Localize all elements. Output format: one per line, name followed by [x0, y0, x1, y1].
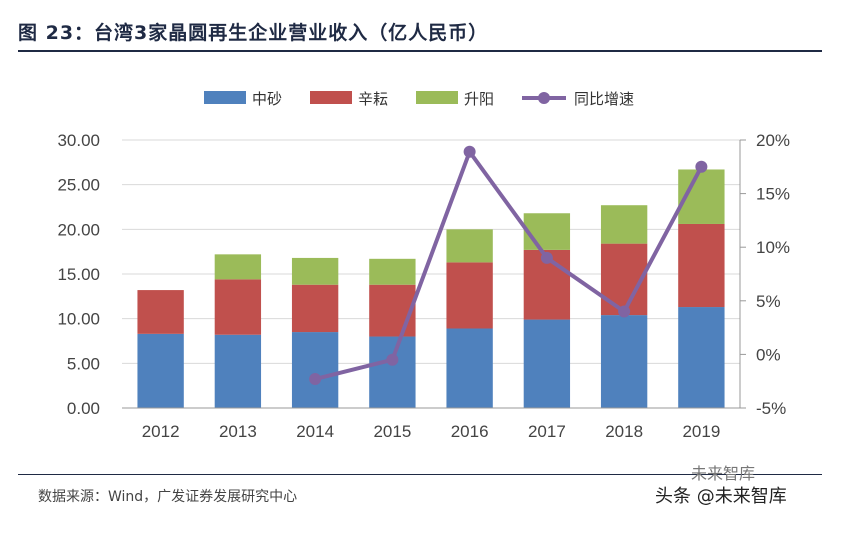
growth-point	[618, 305, 631, 318]
legend-label: 同比增速	[574, 90, 634, 108]
legend-swatch	[204, 91, 246, 104]
watermark: 头条 @未来智库	[655, 486, 787, 507]
bar-segment	[291, 284, 339, 333]
y-left-tick-label: 25.00	[57, 176, 100, 195]
bar-segment	[214, 254, 262, 280]
growth-point	[463, 145, 476, 158]
bar-segment	[678, 307, 725, 408]
bar-segment	[369, 258, 416, 285]
bar-segment	[291, 332, 339, 408]
growth-line	[314, 149, 704, 381]
bar-segment	[137, 290, 184, 334]
growth-point	[695, 160, 708, 173]
y-right-tick-label: 10%	[756, 238, 790, 257]
bar-segment	[137, 333, 184, 408]
x-tick-label: 2019	[682, 422, 720, 441]
bar-segment	[214, 334, 262, 408]
y-left-tick-label: 10.00	[57, 310, 100, 329]
bar-segment	[600, 315, 648, 408]
x-tick-label: 2014	[296, 422, 334, 441]
x-tick-label: 2017	[528, 422, 566, 441]
legend-label: 升阳	[464, 90, 494, 108]
chart: 0.00 5.00 10.00 15.00 20.00 25.00 30.00 -5% 0% 5%…	[57, 90, 790, 441]
bar-segment	[214, 279, 262, 335]
bar-segment	[523, 213, 571, 250]
bar-segment	[523, 319, 571, 408]
title-rule	[18, 50, 822, 52]
y-right-tick-label: 20%	[756, 131, 790, 150]
y-left-tick-label: 30.00	[57, 131, 100, 150]
watermark-logo: 未来智库	[691, 464, 756, 483]
legend-label: 辛耘	[358, 90, 388, 108]
bar-segment	[291, 257, 339, 285]
x-tick-label: 2016	[451, 422, 489, 441]
page-title: 图 23：台湾3家晶圆再生企业营业收入（亿人民币）	[18, 22, 489, 44]
footer-rule	[18, 474, 822, 475]
growth-point	[540, 251, 553, 264]
legend-swatch	[416, 91, 458, 104]
x-tick-label: 2013	[219, 422, 257, 441]
growth-point	[386, 353, 399, 366]
y-left-tick-label: 15.00	[57, 265, 100, 284]
bar-segment	[446, 328, 493, 408]
growth-point	[309, 373, 322, 386]
y-left-tick-label: 5.00	[67, 354, 100, 373]
y-right-tick-label: 0%	[756, 345, 781, 364]
y-right-tick-label: 15%	[756, 185, 790, 204]
bar-segment	[600, 205, 648, 244]
bar-segment	[678, 223, 725, 308]
legend-swatch	[310, 91, 352, 104]
source-note: 数据来源：Wind，广发证券发展研究中心	[38, 489, 298, 505]
y-left-tick-label: 0.00	[67, 399, 100, 418]
x-tick-label: 2012	[142, 422, 180, 441]
y-right-tick-label: -5%	[756, 399, 786, 418]
y-left-tick-label: 20.00	[57, 220, 100, 239]
y-right-tick-label: 5%	[756, 292, 781, 311]
x-tick-label: 2018	[605, 422, 643, 441]
legend-label: 中砂	[252, 90, 282, 108]
legend-line-marker	[538, 92, 550, 104]
bar-segment	[369, 336, 416, 408]
bar-segment	[446, 229, 493, 263]
x-tick-label: 2015	[373, 422, 411, 441]
bar-segment	[369, 284, 416, 337]
bar-segment	[446, 262, 493, 329]
